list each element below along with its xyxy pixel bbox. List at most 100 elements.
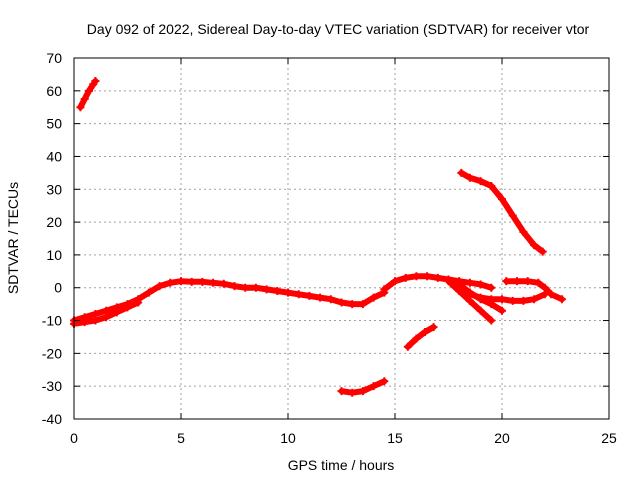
data-point xyxy=(403,342,412,351)
data-point xyxy=(540,283,549,292)
data-point xyxy=(123,303,132,312)
data-point xyxy=(348,388,357,397)
data-point xyxy=(420,328,429,337)
data-point xyxy=(380,377,389,386)
data-point xyxy=(316,293,325,302)
data-point xyxy=(530,295,539,304)
data-point xyxy=(412,272,421,281)
data-point xyxy=(80,95,89,104)
data-point xyxy=(412,334,421,343)
data-point xyxy=(487,316,496,325)
y-tick-label: 10 xyxy=(46,247,62,263)
data-point xyxy=(273,287,282,296)
series-group xyxy=(70,76,566,397)
y-axis-label: SDTVAR / TECUs xyxy=(5,182,21,294)
data-point xyxy=(209,278,218,287)
data-point xyxy=(523,277,532,286)
data-point xyxy=(476,280,485,289)
data-point xyxy=(487,283,496,292)
data-point xyxy=(358,387,367,396)
series-arc-main xyxy=(71,278,388,324)
plot-frame xyxy=(73,57,610,420)
data-point xyxy=(465,173,474,182)
data-point xyxy=(530,241,539,250)
y-tick-label: 0 xyxy=(54,280,62,296)
x-tick-label: 20 xyxy=(494,430,510,446)
y-tick-label: 50 xyxy=(46,116,62,132)
data-point xyxy=(433,273,442,282)
y-tick-label: 70 xyxy=(46,50,62,66)
data-point xyxy=(457,168,466,177)
data-point xyxy=(401,273,410,282)
data-point xyxy=(476,177,485,186)
y-tick-label: -40 xyxy=(42,411,62,427)
data-point xyxy=(262,285,271,294)
data-point xyxy=(358,300,367,309)
x-tick-label: 0 xyxy=(70,430,78,446)
data-point xyxy=(305,291,314,300)
x-tick-label: 25 xyxy=(601,430,617,446)
data-point xyxy=(177,277,185,286)
data-point xyxy=(369,293,378,302)
data-point xyxy=(519,296,528,305)
data-point xyxy=(547,290,556,299)
data-point xyxy=(76,103,85,112)
data-point xyxy=(337,298,346,307)
data-point xyxy=(502,277,511,286)
data-point xyxy=(337,387,346,396)
data-point xyxy=(444,277,453,286)
data-point xyxy=(476,306,485,315)
data-point xyxy=(284,288,292,297)
series-arc-rising-16h xyxy=(404,324,437,350)
data-point xyxy=(219,279,228,288)
data-point xyxy=(498,295,506,304)
data-point xyxy=(455,280,464,289)
data-point xyxy=(369,382,378,391)
y-tick-label: 60 xyxy=(46,83,62,99)
data-point xyxy=(391,277,399,286)
data-point xyxy=(465,278,474,287)
data-point xyxy=(326,295,335,304)
data-point xyxy=(487,295,496,304)
data-point xyxy=(198,277,207,286)
x-tick-label: 5 xyxy=(177,430,185,446)
data-point xyxy=(498,306,506,315)
data-point xyxy=(487,181,496,190)
y-tick-label: 30 xyxy=(46,181,62,197)
data-point xyxy=(155,282,164,291)
x-tick-label: 15 xyxy=(387,430,403,446)
data-point xyxy=(519,227,528,236)
data-point xyxy=(112,308,121,317)
data-point xyxy=(91,76,100,85)
chart-title: Day 092 of 2022, Sidereal Day-to-day VTE… xyxy=(87,21,590,37)
x-axis-label: GPS time / hours xyxy=(288,457,395,473)
data-point xyxy=(465,290,474,299)
data-point xyxy=(144,288,153,297)
data-point xyxy=(166,278,175,287)
x-axis: 0 5 10 15 20 25 xyxy=(70,58,617,446)
data-point xyxy=(534,278,543,287)
y-tick-label: -20 xyxy=(42,345,62,361)
y-tick-label: -10 xyxy=(42,313,62,329)
data-point xyxy=(380,285,389,294)
data-point xyxy=(134,298,143,307)
data-point xyxy=(294,290,303,299)
data-point xyxy=(251,283,260,292)
data-point xyxy=(429,323,438,332)
data-point xyxy=(512,277,521,286)
y-tick-label: 20 xyxy=(46,214,62,230)
x-tick-label: 10 xyxy=(280,430,296,446)
data-point xyxy=(84,86,93,95)
data-point xyxy=(91,316,100,325)
data-point xyxy=(538,247,547,256)
data-point xyxy=(80,318,89,327)
y-tick-label: 40 xyxy=(46,148,62,164)
data-point xyxy=(241,283,250,292)
data-point xyxy=(557,295,566,304)
data-point xyxy=(230,282,239,291)
data-point xyxy=(508,211,517,220)
data-point xyxy=(102,313,111,322)
data-point xyxy=(476,293,485,302)
y-axis: -40 -30 -20 -10 0 10 20 30 40 50 60 70 xyxy=(42,50,609,427)
